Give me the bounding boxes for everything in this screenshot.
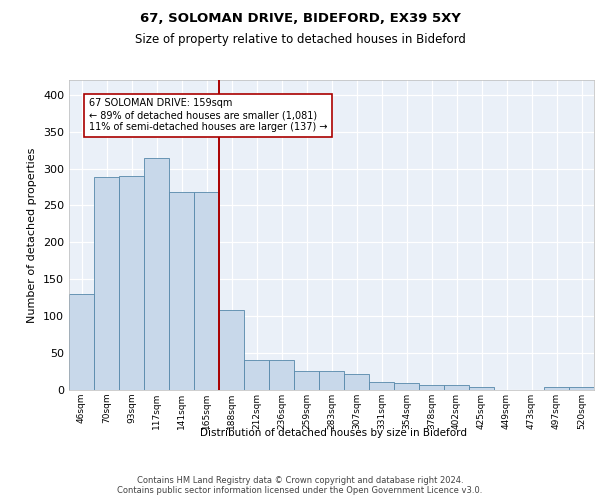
Bar bbox=[269, 360, 294, 390]
Bar bbox=[544, 387, 569, 390]
Bar bbox=[194, 192, 219, 390]
Bar bbox=[394, 384, 419, 390]
Bar bbox=[469, 387, 494, 390]
Y-axis label: Number of detached properties: Number of detached properties bbox=[28, 148, 37, 322]
Text: Distribution of detached houses by size in Bideford: Distribution of detached houses by size … bbox=[200, 428, 467, 438]
Bar bbox=[69, 294, 94, 390]
Bar bbox=[294, 371, 319, 390]
Bar bbox=[444, 385, 469, 390]
Bar bbox=[244, 360, 269, 390]
Bar bbox=[344, 374, 369, 390]
Bar bbox=[119, 176, 144, 390]
Text: Contains HM Land Registry data © Crown copyright and database right 2024.
Contai: Contains HM Land Registry data © Crown c… bbox=[118, 476, 482, 495]
Text: 67, SOLOMAN DRIVE, BIDEFORD, EX39 5XY: 67, SOLOMAN DRIVE, BIDEFORD, EX39 5XY bbox=[140, 12, 460, 26]
Bar bbox=[319, 371, 344, 390]
Bar bbox=[569, 387, 594, 390]
Bar bbox=[419, 385, 444, 390]
Bar bbox=[169, 192, 194, 390]
Bar bbox=[94, 178, 119, 390]
Bar bbox=[219, 310, 244, 390]
Bar bbox=[369, 382, 394, 390]
Bar bbox=[144, 158, 169, 390]
Text: Size of property relative to detached houses in Bideford: Size of property relative to detached ho… bbox=[134, 32, 466, 46]
Text: 67 SOLOMAN DRIVE: 159sqm
← 89% of detached houses are smaller (1,081)
11% of sem: 67 SOLOMAN DRIVE: 159sqm ← 89% of detach… bbox=[89, 98, 328, 132]
